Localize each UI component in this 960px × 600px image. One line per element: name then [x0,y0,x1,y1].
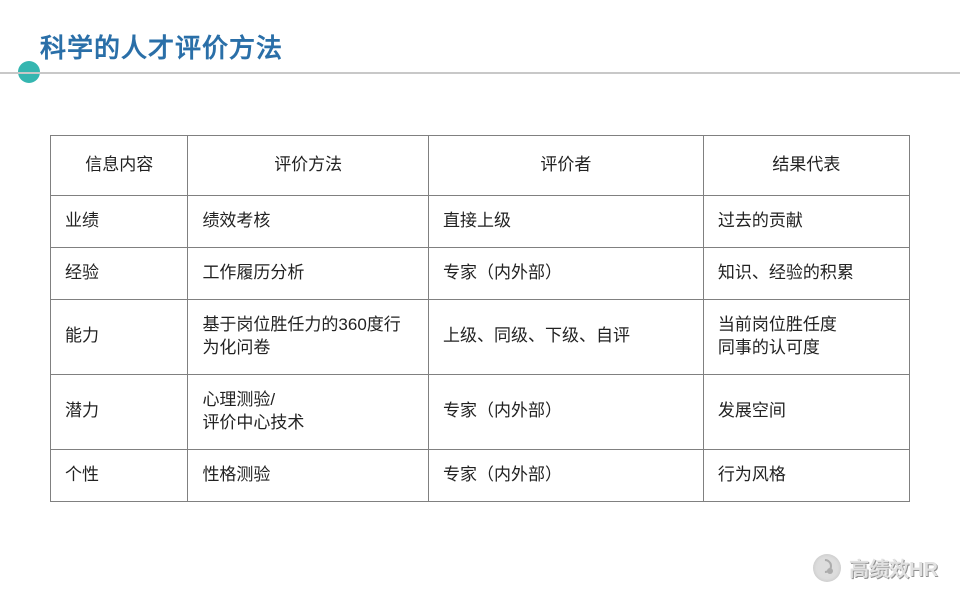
cell: 专家（内外部） [428,247,703,299]
col-header: 评价方法 [188,136,429,196]
wechat-icon [813,554,841,582]
cell: 专家（内外部） [428,374,703,449]
cell: 绩效考核 [188,195,429,247]
evaluation-table: 信息内容 评价方法 评价者 结果代表 业绩 绩效考核 直接上级 过去的贡献 经验… [50,135,910,502]
table-row: 个性 性格测验 专家（内外部） 行为风格 [51,449,910,501]
table-row: 能力 基于岗位胜任力的360度行为化问卷 上级、同级、下级、自评 当前岗位胜任度… [51,299,910,374]
cell: 直接上级 [428,195,703,247]
page-title: 科学的人才评价方法 [40,33,283,63]
cell: 个性 [51,449,188,501]
col-header: 信息内容 [51,136,188,196]
cell: 能力 [51,299,188,374]
cell: 工作履历分析 [188,247,429,299]
watermark-text: 高绩效HR [849,553,938,582]
header: 科学的人才评价方法 [0,0,960,75]
cell: 发展空间 [703,374,909,449]
col-header: 评价者 [428,136,703,196]
cell: 当前岗位胜任度 同事的认可度 [703,299,909,374]
cell: 业绩 [51,195,188,247]
col-header: 结果代表 [703,136,909,196]
watermark: 高绩效HR [813,553,938,582]
cell: 潜力 [51,374,188,449]
table-row: 经验 工作履历分析 专家（内外部） 知识、经验的积累 [51,247,910,299]
cell: 知识、经验的积累 [703,247,909,299]
cell: 专家（内外部） [428,449,703,501]
table-row: 业绩 绩效考核 直接上级 过去的贡献 [51,195,910,247]
table-header-row: 信息内容 评价方法 评价者 结果代表 [51,136,910,196]
cell: 上级、同级、下级、自评 [428,299,703,374]
divider [0,72,960,74]
cell: 行为风格 [703,449,909,501]
cell: 性格测验 [188,449,429,501]
table-row: 潜力 心理测验/ 评价中心技术 专家（内外部） 发展空间 [51,374,910,449]
cell: 心理测验/ 评价中心技术 [188,374,429,449]
evaluation-table-wrap: 信息内容 评价方法 评价者 结果代表 业绩 绩效考核 直接上级 过去的贡献 经验… [0,75,960,502]
cell: 经验 [51,247,188,299]
cell: 过去的贡献 [703,195,909,247]
cell: 基于岗位胜任力的360度行为化问卷 [188,299,429,374]
